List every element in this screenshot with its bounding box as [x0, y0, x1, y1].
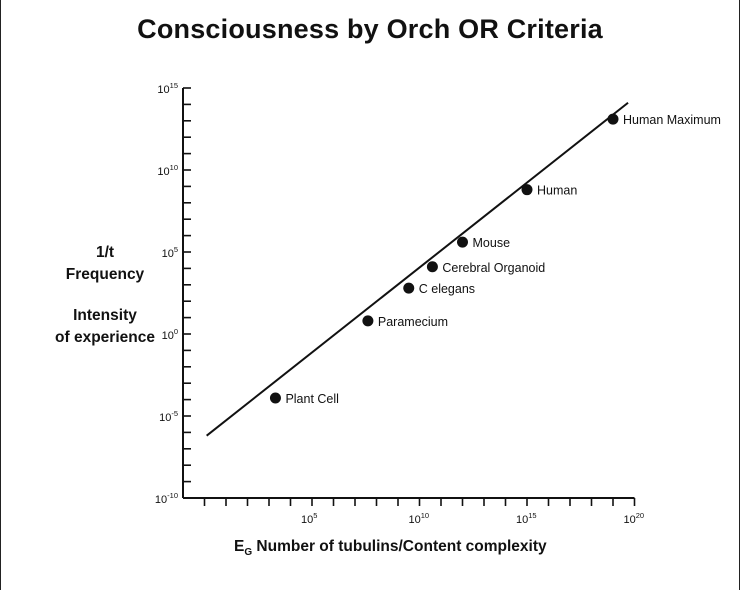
- x-tick-label: 105: [301, 511, 317, 526]
- data-point: [521, 184, 533, 196]
- data-point-label: Cerebral Organoid: [442, 261, 545, 275]
- y-axis-label-line-2: Frequency: [65, 266, 145, 283]
- chart-title: Consciousness by Orch OR Criteria: [137, 14, 603, 44]
- y-tick-label: 10-5: [159, 409, 178, 424]
- y-tick-label: 105: [162, 245, 178, 260]
- x-axis-label: EG Number of tubulins/Content complexity: [234, 538, 547, 558]
- trend-line: [206, 101, 629, 437]
- y-tick-label: 100: [162, 327, 178, 342]
- y-tick-label: 1010: [157, 163, 178, 178]
- data-point-label: Plant Cell: [285, 392, 339, 406]
- data-point: [607, 113, 619, 125]
- y-axis-label-line-4: of experience: [55, 329, 155, 346]
- x-axis-label-text: Number of tubulins/Content complexity: [252, 538, 547, 555]
- x-tick-label: 1010: [409, 511, 430, 526]
- x-tick-label: 1015: [516, 511, 537, 526]
- data-point: [403, 282, 415, 294]
- data-point: [269, 392, 281, 404]
- y-axis-label-line-3: Intensity: [73, 307, 137, 324]
- y-axis-label-line-1: 1/t: [95, 244, 115, 261]
- y-tick-label: 1015: [157, 81, 178, 96]
- data-point-label: C elegans: [419, 282, 475, 296]
- data-point: [362, 315, 374, 327]
- data-point-label: Paramecium: [378, 315, 448, 329]
- data-point-label: Mouse: [473, 236, 511, 250]
- data-point: [457, 236, 468, 248]
- x-tick-label: 1020: [624, 511, 645, 526]
- x-axis-label-subscript: G: [244, 547, 253, 558]
- data-point-label: Human: [537, 184, 577, 198]
- y-tick-label: 10-10: [155, 491, 178, 506]
- data-point: [426, 261, 438, 273]
- x-axis-label-symbol: E: [234, 538, 245, 555]
- data-point-label: Human Maximum: [623, 113, 721, 127]
